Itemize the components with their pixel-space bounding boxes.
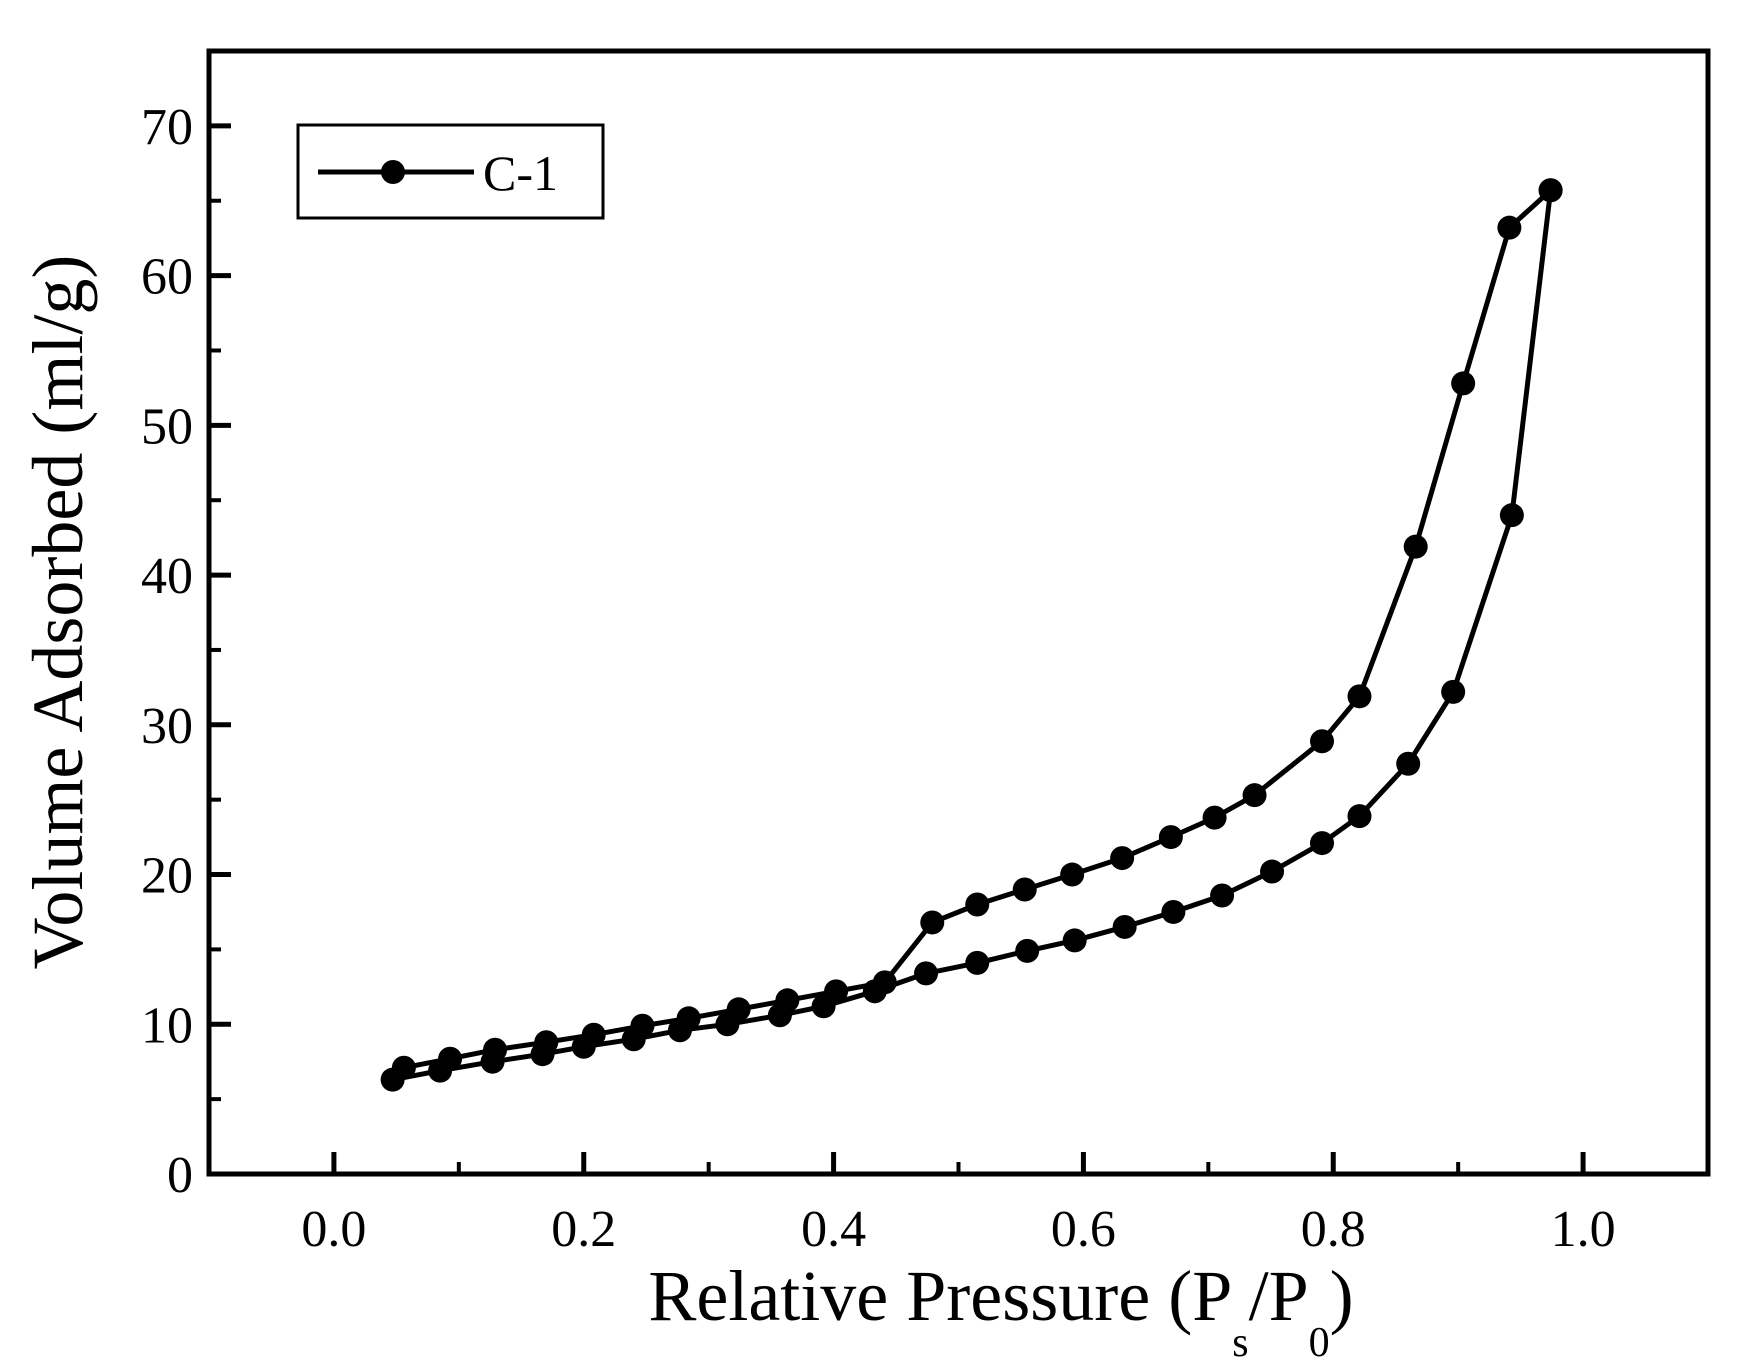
y-tick-label: 30 <box>141 698 193 755</box>
data-point-desorption <box>392 1056 416 1080</box>
data-point-adsorption <box>1441 680 1465 704</box>
data-point-adsorption <box>914 961 938 985</box>
data-point-desorption <box>965 892 989 916</box>
data-point-desorption <box>534 1030 558 1054</box>
x-tick-label: 0.0 <box>301 1201 366 1258</box>
data-point-desorption <box>1310 729 1334 753</box>
data-point-adsorption <box>1396 752 1420 776</box>
x-axis-title: Relative Pressure (Ps/P0) <box>648 1256 1353 1366</box>
data-point-desorption <box>1497 216 1521 240</box>
data-point-desorption <box>1243 783 1267 807</box>
x-tick-label: 0.2 <box>551 1201 616 1258</box>
data-point-adsorption <box>1500 503 1524 527</box>
data-point-desorption <box>582 1023 606 1047</box>
data-point-desorption <box>1203 806 1227 830</box>
data-point-desorption <box>727 997 751 1021</box>
legend: C-1 <box>298 125 603 218</box>
y-tick-label: 40 <box>141 548 193 605</box>
data-point-desorption <box>824 979 848 1003</box>
x-axis-title-mid: /P <box>1249 1256 1309 1336</box>
legend-marker-swatch <box>381 160 405 184</box>
data-point-adsorption <box>1063 928 1087 952</box>
data-point-desorption <box>1347 684 1371 708</box>
data-point-adsorption <box>1310 831 1334 855</box>
x-tick-label: 1.0 <box>1551 1201 1616 1258</box>
x-axis-title-sub-s: s <box>1232 1320 1248 1366</box>
y-tick-label: 50 <box>141 398 193 455</box>
x-tick-label: 0.6 <box>1051 1201 1116 1258</box>
data-point-adsorption <box>1260 860 1284 884</box>
y-tick-label: 20 <box>141 848 193 905</box>
data-point-desorption <box>1159 825 1183 849</box>
y-tick-label: 10 <box>141 997 193 1054</box>
y-tick-label: 0 <box>167 1147 193 1204</box>
data-point-desorption <box>1539 178 1563 202</box>
data-point-desorption <box>920 910 944 934</box>
data-point-desorption <box>1013 878 1037 902</box>
data-point-desorption <box>1060 863 1084 887</box>
x-axis-title-main: Relative Pressure (P <box>648 1256 1232 1336</box>
y-tick-label: 60 <box>141 249 193 306</box>
series-line-desorption <box>404 190 1551 1067</box>
data-point-adsorption <box>1161 900 1185 924</box>
data-point-desorption <box>438 1047 462 1071</box>
x-axis-title-sub-0: 0 <box>1309 1320 1330 1366</box>
data-point-adsorption <box>1210 883 1234 907</box>
data-point-desorption <box>873 970 897 994</box>
data-point-adsorption <box>1113 915 1137 939</box>
data-point-adsorption <box>1347 804 1371 828</box>
data-point-desorption <box>483 1038 507 1062</box>
legend-label: C-1 <box>483 145 558 201</box>
data-point-desorption <box>677 1006 701 1030</box>
data-point-desorption <box>630 1014 654 1038</box>
x-tick-label: 0.8 <box>1301 1201 1366 1258</box>
data-point-desorption <box>775 988 799 1012</box>
y-tick-label: 70 <box>141 99 193 156</box>
data-point-adsorption <box>965 951 989 975</box>
series-lines <box>393 190 1551 1079</box>
data-point-desorption <box>1404 535 1428 559</box>
data-point-desorption <box>1110 846 1134 870</box>
x-axis-title-end: ) <box>1330 1256 1354 1336</box>
x-tick-label: 0.4 <box>801 1201 866 1258</box>
isotherm-chart: 0.0 0.2 0.4 0.6 0.8 1.0 0 10 20 30 40 50 60 70 Volume… <box>0 0 1742 1371</box>
data-point-desorption <box>1451 371 1475 395</box>
series-markers <box>381 178 1563 1091</box>
y-axis-title: Volume Adsorbed (ml/g) <box>18 255 98 970</box>
series-line-adsorption <box>393 190 1551 1079</box>
data-point-adsorption <box>1015 939 1039 963</box>
axis-ticks: 0.0 0.2 0.4 0.6 0.8 1.0 0 10 20 30 40 50 60 70 <box>141 51 1616 1258</box>
